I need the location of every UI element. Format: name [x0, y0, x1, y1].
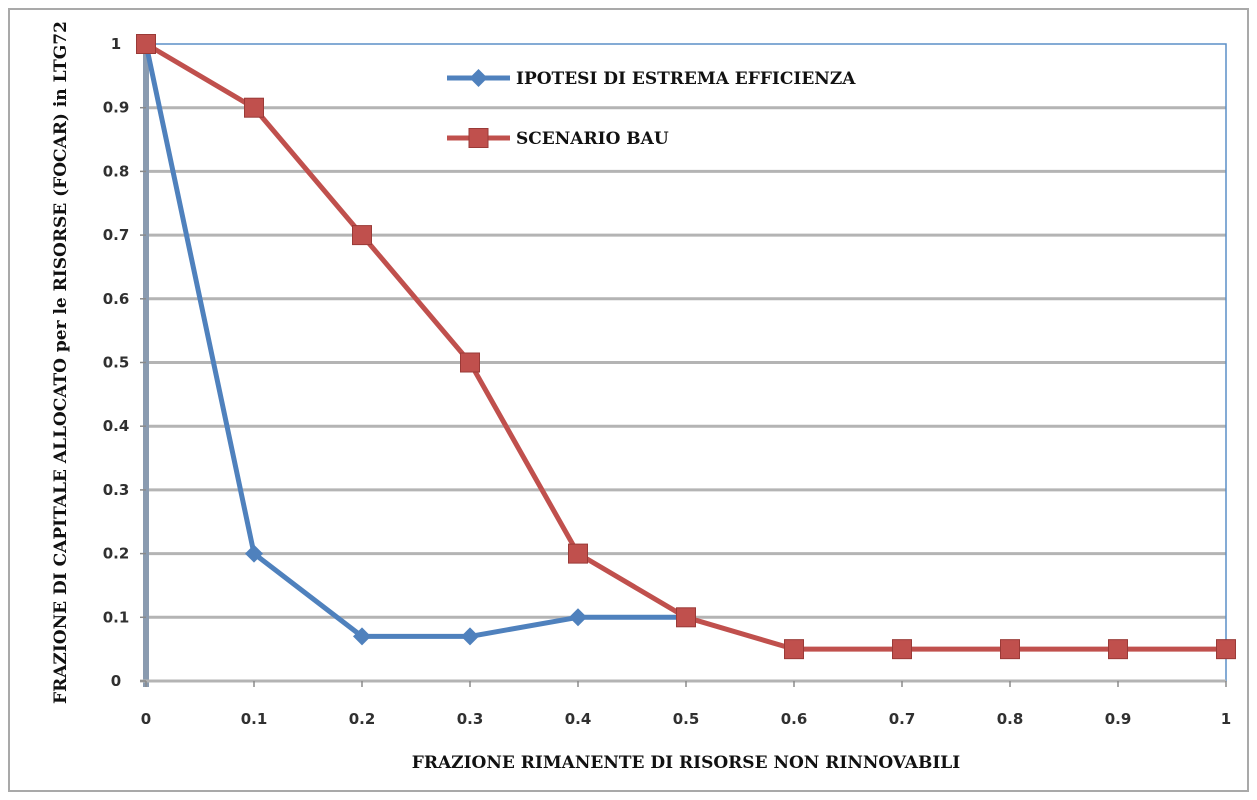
series-layer — [136, 34, 1236, 660]
data-point — [568, 543, 588, 564]
data-point — [892, 639, 912, 660]
legend-entry: SCENARIO BAU — [447, 128, 669, 149]
data-point — [676, 607, 696, 628]
x-tick-label: 0.2 — [349, 710, 376, 728]
x-tick-label: 1 — [1221, 710, 1231, 728]
y-axis-title: FRAZIONE DI CAPITALE ALLOCATO per le RIS… — [51, 21, 71, 704]
legend: IPOTESI DI ESTREMA EFFICIENZA SCENARIO BA… — [447, 69, 856, 149]
y-tick-label: 0.8 — [103, 162, 130, 180]
legend-label: SCENARIO BAU — [516, 129, 669, 149]
y-tick-label: 0.5 — [103, 354, 130, 372]
data-point — [460, 352, 480, 373]
x-tick-label: 0.7 — [889, 710, 916, 728]
x-tick-label: 0.6 — [781, 710, 808, 728]
data-point — [352, 225, 372, 246]
series-line — [144, 41, 1226, 652]
x-tick-label: 0.3 — [457, 710, 484, 728]
y-tick-label: 0.7 — [103, 226, 130, 244]
y-tick-label: 0.4 — [103, 417, 130, 435]
data-point — [569, 608, 587, 627]
y-tick-label: 0.1 — [103, 608, 130, 626]
data-point — [245, 544, 263, 563]
data-point — [136, 34, 156, 54]
y-tick-label: 1 — [111, 35, 121, 53]
y-tick-label: 0 — [111, 672, 121, 690]
x-tick-label: 0.1 — [241, 710, 268, 728]
legend-label: IPOTESI DI ESTREMA EFFICIENZA — [516, 69, 856, 89]
legend-entry: IPOTESI DI ESTREMA EFFICIENZA — [447, 69, 856, 89]
data-point — [1216, 639, 1236, 660]
series-2 — [136, 34, 1236, 660]
x-axis-title: FRAZIONE RIMANENTE DI RISORSE NON RINNOV… — [412, 753, 960, 773]
x-tick-label: 0.5 — [673, 710, 700, 728]
x-tick-label: 0 — [141, 710, 151, 728]
y-tick-label: 0.2 — [103, 545, 130, 563]
axes: 0 0.1 0.2 0.3 0.4 0.5 0.6 0.7 0.8 0.9 1 0 0.1 0.2 0.3 0… — [103, 35, 1232, 728]
data-point — [1000, 639, 1020, 660]
x-tick-label: 0.4 — [565, 710, 592, 728]
data-point — [353, 627, 371, 646]
data-point — [784, 639, 804, 660]
data-point — [244, 97, 264, 118]
y-tick-label: 0.9 — [103, 99, 130, 117]
data-point — [1108, 639, 1128, 660]
x-tick-label: 0.8 — [997, 710, 1024, 728]
y-tick-label: 0.6 — [103, 290, 130, 308]
legend-marker — [469, 69, 488, 87]
data-point — [461, 627, 479, 646]
y-tick-label: 0.3 — [103, 481, 130, 499]
legend-marker — [468, 128, 489, 148]
series-line — [143, 43, 686, 639]
x-tick-label: 0.9 — [1105, 710, 1132, 728]
gridlines — [146, 106, 1226, 619]
chart-frame — [8, 8, 1249, 792]
